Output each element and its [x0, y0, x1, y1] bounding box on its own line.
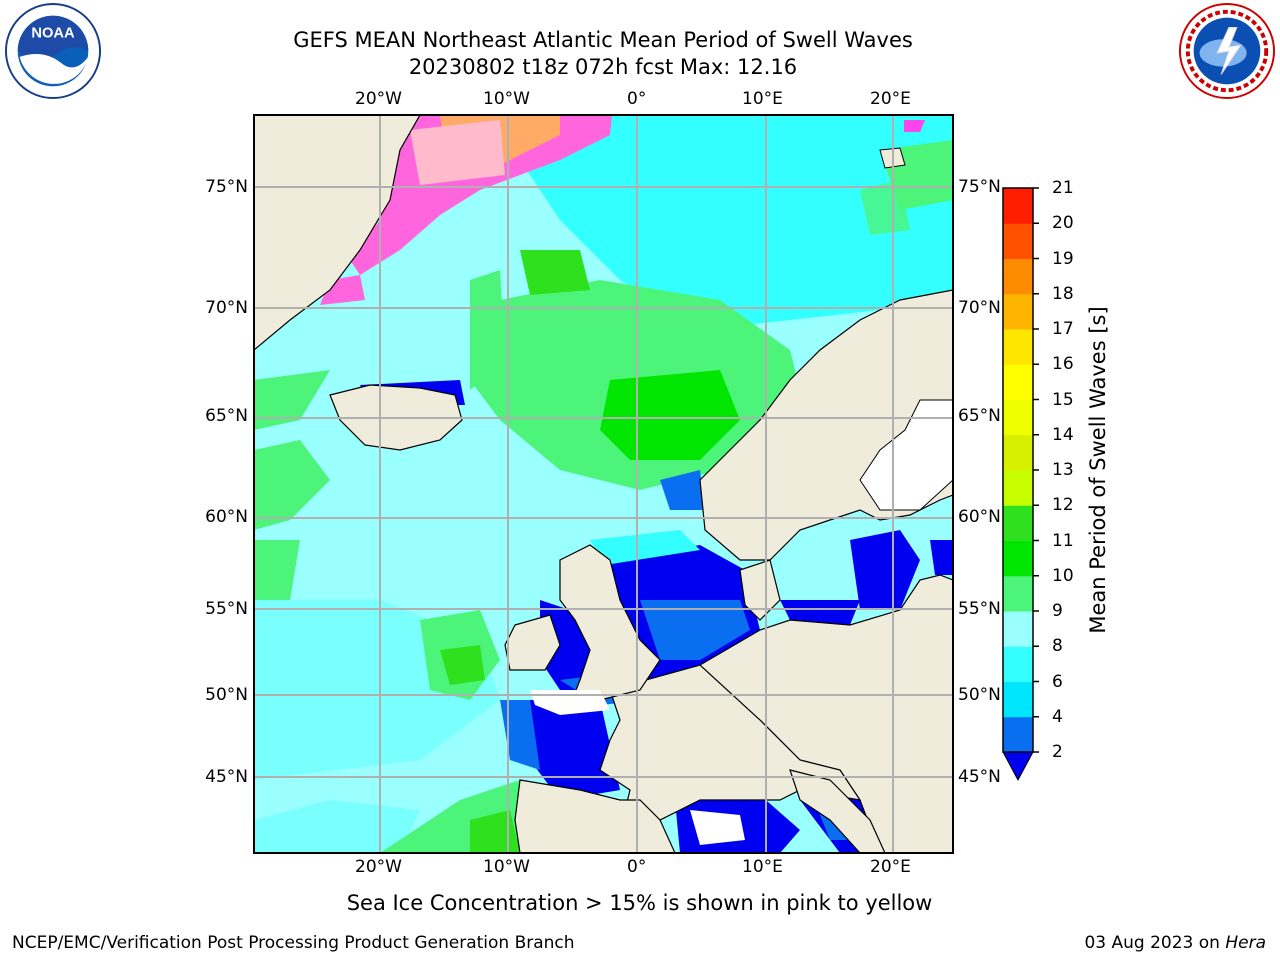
lat-label-right-70n: 70°N — [958, 298, 1001, 318]
lon-label-bottom-20w: 20°W — [355, 857, 402, 877]
colorbar-segment — [1003, 575, 1033, 612]
lon-label-top-10w: 10°W — [483, 89, 530, 109]
colorbar-tick-label: 18 — [1052, 283, 1074, 304]
lat-label-left-65n: 65°N — [205, 406, 248, 426]
footer-date: 03 Aug 2023 on Hera — [1084, 932, 1266, 954]
colorbar-tick-label: 15 — [1052, 389, 1074, 410]
nws-logo — [1178, 2, 1276, 100]
colorbar-segment — [1003, 646, 1033, 682]
footer-host: Hera — [1225, 933, 1266, 953]
lat-label-right-60n: 60°N — [958, 507, 1001, 527]
noaa-logo-text: NOAA — [31, 25, 75, 41]
sea-ice-note: Sea Ice Concentration > 15% is shown in … — [346, 891, 933, 915]
graticule — [254, 115, 953, 853]
lat-label-left-75n: 75°N — [205, 177, 248, 197]
lat-label-right-50n: 50°N — [958, 685, 1001, 705]
colorbar-tick-label: 10 — [1052, 565, 1074, 586]
colorbar-tick-label: 11 — [1052, 530, 1074, 551]
land-iberia — [514, 779, 676, 853]
footer-credit: NCEP/EMC/Verification Post Processing Pr… — [12, 933, 575, 953]
colorbar-tick-label: 16 — [1052, 354, 1074, 375]
colorbar-segment — [1003, 434, 1033, 471]
lon-label-bottom-20e: 20°E — [870, 857, 911, 877]
lon-label-bottom-0: 0° — [627, 857, 647, 877]
colorbar — [1003, 188, 1033, 753]
lon-label-top-20e: 20°E — [870, 89, 911, 109]
noaa-logo: NOAA — [4, 2, 102, 100]
colorbar-tick-label: 21 — [1052, 178, 1074, 198]
land-greenland — [254, 115, 421, 351]
lon-label-top-20w: 20°W — [355, 89, 402, 109]
ocean-cyan-north — [520, 115, 953, 330]
colorbar-segment — [1003, 258, 1033, 295]
land-italy — [789, 769, 886, 853]
colorbar-tick-label: 12 — [1052, 495, 1074, 516]
colorbar-tick-label: 20 — [1052, 213, 1074, 234]
colorbar-segment — [1003, 364, 1033, 400]
colorbar-segment — [1003, 611, 1033, 647]
colorbar-tick-label: 2 — [1052, 742, 1063, 762]
map-frame — [253, 114, 954, 854]
land-ireland — [504, 614, 561, 671]
lat-label-right-55n: 55°N — [958, 599, 1001, 619]
lon-label-top-10e: 10°E — [742, 89, 783, 109]
lat-label-left-50n: 50°N — [205, 685, 248, 705]
lon-label-bottom-10w: 10°W — [483, 857, 530, 877]
colorbar-segment — [1003, 540, 1033, 577]
chart-title: GEFS MEAN Northeast Atlantic Mean Period… — [293, 28, 913, 52]
lon-label-top-0: 0° — [627, 89, 647, 109]
colorbar-segment — [1003, 188, 1033, 224]
colorbar-tick-label: 17 — [1052, 319, 1074, 339]
colorbar-segment — [1003, 329, 1033, 365]
chart-subtitle: 20230802 t18z 072h fcst Max: 12.16 — [408, 55, 798, 79]
lat-label-left-45n: 45°N — [205, 767, 248, 787]
colorbar-segment — [1003, 223, 1033, 259]
map-field — [254, 115, 953, 853]
colorbar-tick-label: 19 — [1052, 248, 1074, 269]
colorbar-segment — [1003, 399, 1033, 436]
land-france — [599, 664, 862, 831]
colorbar-tick-label: 9 — [1052, 601, 1063, 621]
colorbar-segment — [1003, 716, 1033, 753]
lat-label-left-70n: 70°N — [205, 298, 248, 318]
footer-date-text: 03 Aug 2023 on — [1084, 933, 1226, 953]
colorbar-segment — [1003, 470, 1033, 506]
colorbar-tick-label: 14 — [1052, 424, 1074, 445]
colorbar-segment — [1003, 681, 1033, 718]
colorbar-segment — [1003, 293, 1033, 330]
colorbar-tick-label: 4 — [1052, 706, 1063, 727]
lat-label-left-60n: 60°N — [205, 507, 248, 527]
colorbar-tick-label: 13 — [1052, 460, 1074, 480]
colorbar-segment — [1003, 505, 1033, 541]
lat-label-left-55n: 55°N — [205, 599, 248, 619]
lat-label-right-45n: 45°N — [958, 767, 1001, 787]
colorbar-under-triangle — [1002, 751, 1034, 782]
colorbar-label-text: Mean Period of Swell Waves [s] — [1086, 306, 1110, 634]
lat-label-right-65n: 65°N — [958, 406, 1001, 426]
colorbar-tick-label: 6 — [1052, 671, 1063, 692]
lat-label-right-75n: 75°N — [958, 177, 1001, 197]
lon-label-bottom-10e: 10°E — [742, 857, 783, 877]
colorbar-tick-label: 8 — [1052, 636, 1063, 657]
